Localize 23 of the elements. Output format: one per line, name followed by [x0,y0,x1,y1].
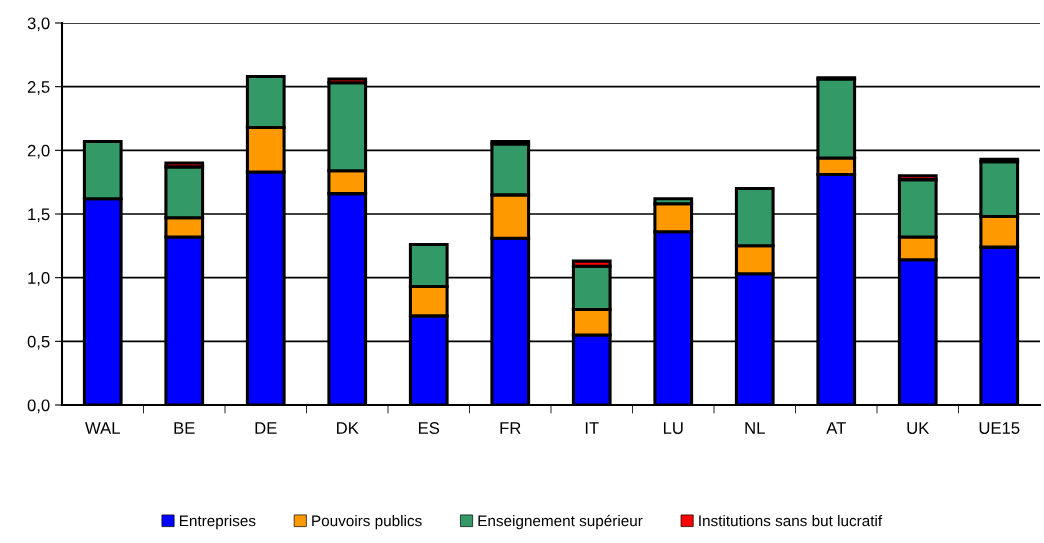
x-tick-label: IT [585,422,599,434]
x-tick-label: UK [907,422,930,434]
legend-label: Institutions sans but lucratif [699,515,883,527]
x-tick-label: FR [500,422,521,434]
x-tick-label: ES [419,422,440,434]
y-tick-label: 0,0 [27,399,50,414]
y-tick-label: 1,0 [28,272,50,286]
x-tick-label: NL [745,422,765,434]
x-tick-label: DE [255,422,277,434]
legend-label: Pouvoirs publics [312,515,422,530]
y-tick-label: 2,0 [27,144,50,159]
x-tick-label: LU [663,422,683,434]
x-tick-label: DK [337,422,359,434]
y-tick-label: 1,5 [28,208,50,223]
legend-label: Entreprises [179,515,256,530]
x-tick-label: UE15 [979,422,1020,434]
x-tick-label: WAL [85,422,120,434]
x-tick-label: AT [826,422,846,434]
y-tick-label: 2,5 [27,81,50,95]
y-tick-label: 0,5 [27,335,50,350]
y-tick-label: 3,0 [27,17,50,32]
x-tick-label: BE [174,422,195,434]
legend-label: Enseignement supérieur [478,514,643,530]
